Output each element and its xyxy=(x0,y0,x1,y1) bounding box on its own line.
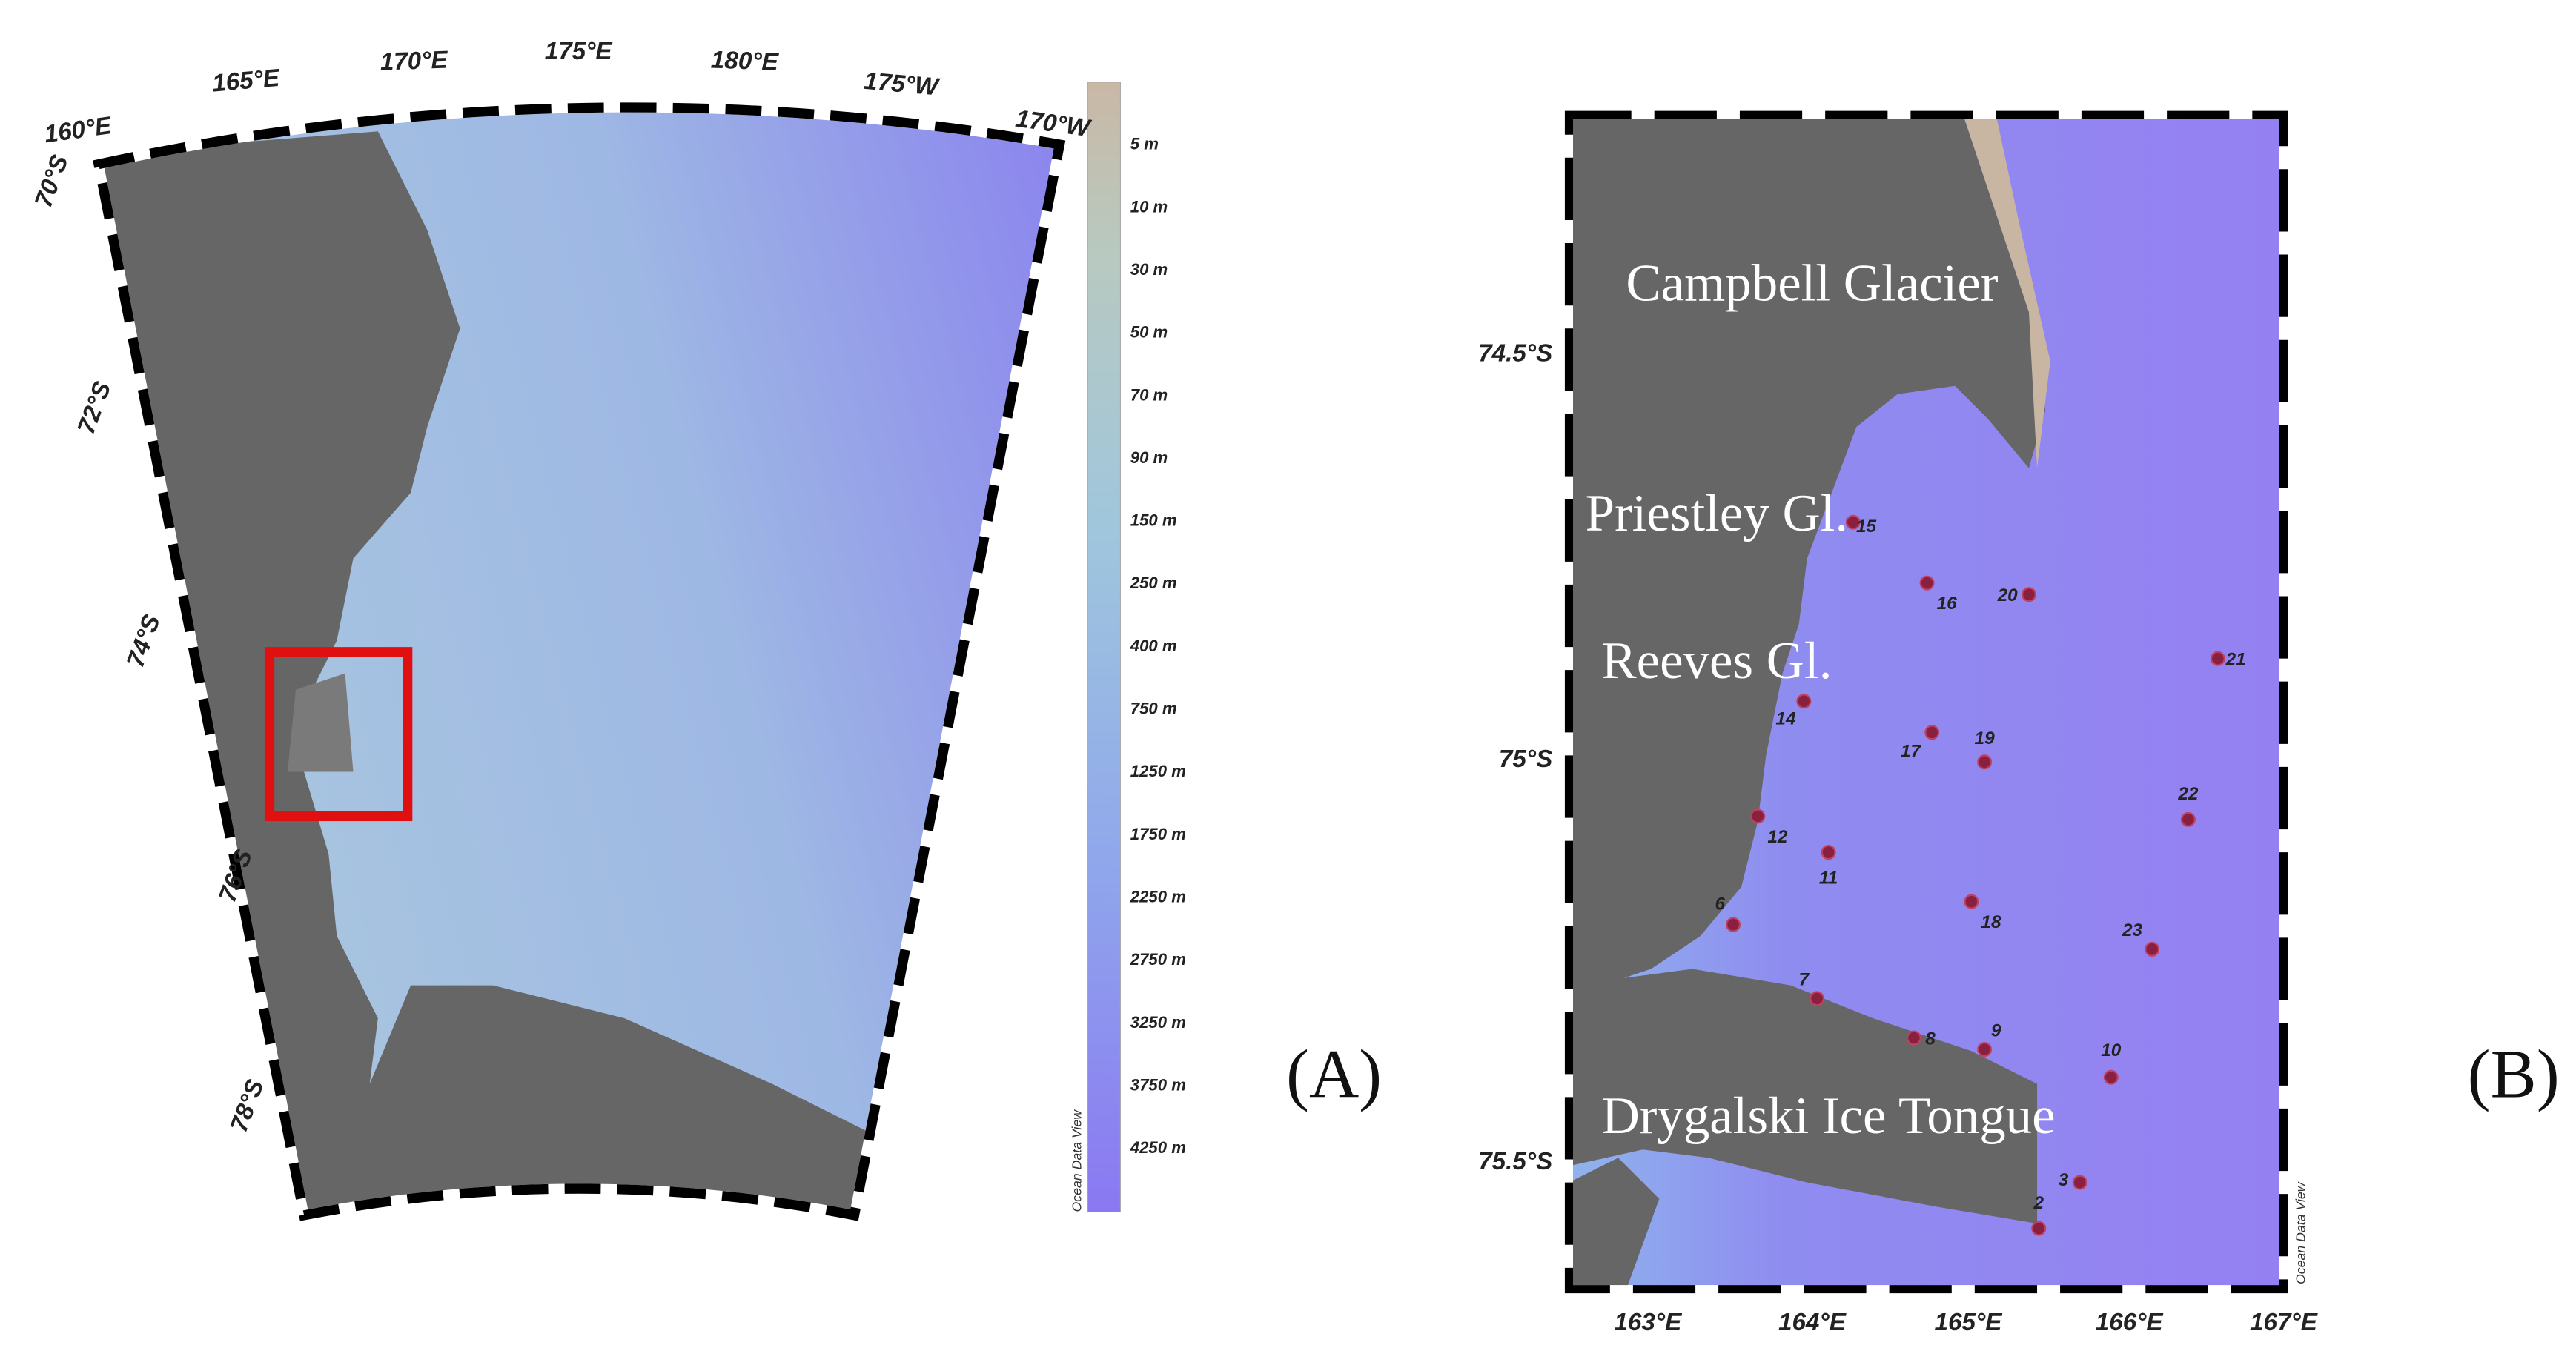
station xyxy=(2103,1069,2119,1085)
colorbar-label: 2250 m xyxy=(1130,888,1186,906)
lat-label: 78°S xyxy=(225,1076,270,1136)
colorbar-label: 150 m xyxy=(1130,511,1177,530)
colorbar-label: 1750 m xyxy=(1130,825,1186,843)
station-label: 16 xyxy=(1937,594,1958,614)
land xyxy=(1569,115,2046,994)
station-label: 22 xyxy=(2177,784,2199,804)
station xyxy=(1821,845,1836,860)
station-label: 21 xyxy=(2225,650,2246,670)
place-name: Drygalski Ice Tongue xyxy=(1602,1087,2056,1145)
colorbar-label: 3250 m xyxy=(1130,1013,1186,1032)
station-label: 3 xyxy=(2059,1170,2069,1190)
lat-label: 75°S xyxy=(1499,746,1552,773)
panel-a-map xyxy=(93,82,1122,1221)
place-name: Priestley Gl. xyxy=(1586,485,1849,542)
colorbar xyxy=(1087,82,1122,1213)
colorbar-label: 10 m xyxy=(1130,197,1168,216)
station-label: 8 xyxy=(1925,1029,1936,1049)
station xyxy=(2021,587,2036,602)
station-label: 9 xyxy=(1991,1020,2001,1040)
station-label: 20 xyxy=(1997,585,2019,605)
colorbar-label: 4250 m xyxy=(1130,1138,1186,1157)
colorbar-label: 250 m xyxy=(1130,574,1177,592)
credit: Ocean Data View xyxy=(1069,1109,1084,1212)
station xyxy=(1977,1042,1993,1057)
station xyxy=(1750,808,1766,824)
colorbar-label: 30 m xyxy=(1130,260,1168,279)
colorbar-label: 90 m xyxy=(1130,448,1168,467)
station-label: 2 xyxy=(2033,1193,2044,1213)
lon-label: 180°E xyxy=(710,47,779,76)
lon-label: 165°E xyxy=(1934,1309,2002,1336)
lon-label: 160°E xyxy=(42,112,113,148)
lat-label: 74°S xyxy=(122,611,166,671)
station xyxy=(1977,754,1993,770)
station-label: 19 xyxy=(1975,728,1996,748)
station-label: 15 xyxy=(1856,517,1877,537)
lon-label: 166°E xyxy=(2096,1309,2164,1336)
lat-label: 72°S xyxy=(73,378,117,438)
colorbar-label: 2750 m xyxy=(1130,950,1186,969)
panel-label: (B) xyxy=(2468,1036,2560,1112)
land xyxy=(99,131,887,1215)
place-name: Campbell Glacier xyxy=(1626,255,1998,313)
station xyxy=(1726,917,1741,932)
station xyxy=(1964,894,1979,909)
land xyxy=(1569,1158,1660,1289)
lon-label: 170°E xyxy=(380,46,448,76)
station xyxy=(1924,725,1940,740)
frame xyxy=(93,102,1066,1221)
place-name: Reeves Gl. xyxy=(1601,632,1832,690)
colorbar-label: 70 m xyxy=(1130,385,1168,404)
station xyxy=(1845,514,1861,530)
panel-label: (A) xyxy=(1286,1036,1382,1112)
colorbar-label: 750 m xyxy=(1130,700,1177,718)
lon-label: 164°E xyxy=(1778,1309,1847,1336)
colorbar-label: 400 m xyxy=(1130,637,1177,655)
colorbar-label: 50 m xyxy=(1130,323,1168,342)
station-label: 11 xyxy=(1819,868,1838,888)
station-label: 14 xyxy=(1775,708,1796,728)
colorbar-label: 1250 m xyxy=(1130,762,1186,780)
colorbar-label: 5 m xyxy=(1130,135,1159,153)
station-label: 7 xyxy=(1799,970,1810,990)
lat-label: 74.5°S xyxy=(1478,340,1552,368)
lon-label: 167°E xyxy=(2250,1309,2318,1336)
station xyxy=(1919,575,1935,591)
lon-label: 163°E xyxy=(1614,1309,1682,1336)
station-label: 18 xyxy=(1981,912,2001,932)
lon-label: 175°E xyxy=(545,38,613,65)
panel-b-map xyxy=(1564,110,2288,1294)
station xyxy=(1906,1030,1921,1046)
station-label: 10 xyxy=(2101,1040,2122,1060)
study-area-box xyxy=(264,647,413,822)
ice-tongue xyxy=(1569,969,2038,1223)
station xyxy=(1810,991,1825,1006)
station-label: 6 xyxy=(1715,894,1726,914)
land xyxy=(287,673,354,772)
credit: Ocean Data View xyxy=(2293,1181,2308,1284)
station xyxy=(2210,651,2225,666)
lat-label: 75.5°S xyxy=(1478,1148,1552,1175)
station-label: 17 xyxy=(1901,742,1922,762)
station xyxy=(2145,941,2160,957)
station xyxy=(1796,694,1812,709)
lon-label: 165°E xyxy=(211,64,282,98)
coast xyxy=(1963,115,2050,468)
frame xyxy=(1564,110,2288,1294)
station-label: 12 xyxy=(1767,827,1788,847)
lat-label: 70°S xyxy=(30,151,74,211)
station xyxy=(2072,1175,2087,1190)
colorbar-label: 3750 m xyxy=(1130,1075,1186,1094)
station xyxy=(2031,1221,2047,1236)
station xyxy=(2180,811,2196,827)
station-label: 23 xyxy=(2122,920,2143,940)
lon-label: 175°W xyxy=(863,67,941,102)
